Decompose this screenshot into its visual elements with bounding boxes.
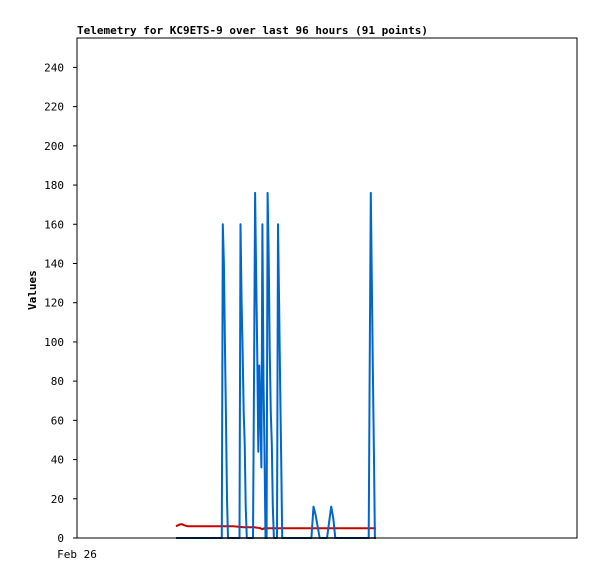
y-tick-label: 80 xyxy=(51,375,64,388)
series-layer xyxy=(175,191,376,539)
y-tick-label: 60 xyxy=(51,414,64,427)
x-tick-label: Feb 26 xyxy=(57,548,97,561)
series-line-2 xyxy=(176,191,376,539)
y-tick-label: 0 xyxy=(57,532,64,545)
x-axis-ticks: Feb 26 xyxy=(57,548,97,561)
y-tick-label: 220 xyxy=(44,101,64,114)
y-tick-label: 180 xyxy=(44,179,64,192)
y-tick-label: 200 xyxy=(44,140,64,153)
y-tick-label: 160 xyxy=(44,218,64,231)
y-tick-label: 240 xyxy=(44,61,64,74)
series-line-1 xyxy=(175,523,376,531)
plot-frame xyxy=(76,37,578,539)
y-tick-label: 140 xyxy=(44,257,64,270)
y-tick-label: 100 xyxy=(44,336,64,349)
chart-title: Telemetry for KC9ETS-9 over last 96 hour… xyxy=(77,24,428,37)
y-axis-ticks: 0 20 40 60 80 100 120 140 160 180 200 220 240 xyxy=(44,61,77,545)
y-tick-label: 20 xyxy=(51,493,64,506)
y-tick-label: 40 xyxy=(51,454,64,467)
y-tick-label: 120 xyxy=(44,297,64,310)
